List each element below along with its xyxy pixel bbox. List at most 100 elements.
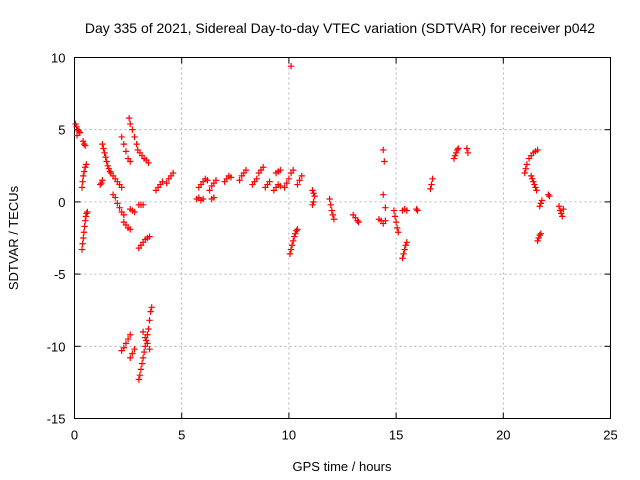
data-point-marker bbox=[400, 250, 407, 258]
data-point-marker bbox=[534, 237, 541, 245]
data-point-marker bbox=[127, 226, 134, 233]
data-point-marker bbox=[102, 153, 109, 161]
data-point-marker bbox=[287, 62, 295, 70]
data-point-marker bbox=[309, 201, 316, 208]
data-point-marker bbox=[390, 207, 398, 214]
data-point-marker bbox=[120, 211, 128, 219]
data-point-marker bbox=[210, 194, 218, 201]
data-point-marker bbox=[80, 172, 87, 180]
data-point-marker bbox=[311, 192, 318, 200]
data-point-marker bbox=[114, 200, 121, 207]
data-point-marker bbox=[545, 191, 552, 198]
data-point-marker bbox=[402, 242, 409, 249]
data-point-marker bbox=[382, 217, 389, 224]
data-point-marker bbox=[112, 194, 119, 201]
data-point-marker bbox=[287, 246, 295, 253]
data-point-marker bbox=[78, 184, 86, 191]
data-point-marker bbox=[131, 208, 138, 216]
x-tick-label: 0 bbox=[71, 428, 78, 443]
data-point-marker bbox=[99, 140, 106, 148]
data-point-marker bbox=[401, 246, 408, 253]
data-point-marker bbox=[73, 123, 80, 131]
data-point-marker bbox=[382, 204, 389, 211]
data-point-marker bbox=[122, 340, 130, 347]
data-point-marker bbox=[560, 205, 567, 213]
data-point-marker bbox=[537, 230, 545, 237]
data-point-marker bbox=[81, 223, 88, 230]
data-point-marker bbox=[294, 226, 301, 233]
data-point-marker bbox=[330, 216, 338, 223]
data-point-marker bbox=[354, 217, 361, 224]
data-point-marker bbox=[536, 231, 543, 239]
data-point-marker bbox=[104, 162, 111, 169]
data-point-marker bbox=[98, 179, 105, 187]
data-point-marker bbox=[82, 213, 90, 220]
data-point-marker bbox=[532, 184, 539, 191]
data-point-marker bbox=[97, 181, 104, 188]
data-point-marker bbox=[144, 340, 151, 347]
data-point-marker bbox=[429, 175, 436, 182]
data-point-marker bbox=[522, 165, 530, 172]
data-point-marker bbox=[327, 201, 334, 208]
data-point-marker bbox=[464, 149, 472, 157]
data-point-marker bbox=[289, 166, 297, 174]
plot-frame bbox=[74, 57, 611, 419]
data-point-marker bbox=[80, 234, 87, 242]
data-point-marker bbox=[79, 138, 87, 145]
data-point-marker bbox=[380, 146, 387, 154]
data-point-marker bbox=[291, 233, 298, 240]
data-point-marker bbox=[146, 345, 153, 353]
data-point-marker bbox=[557, 210, 565, 217]
data-point-marker bbox=[285, 175, 293, 182]
data-point-marker bbox=[122, 148, 130, 155]
y-tick-label: 5 bbox=[58, 123, 65, 138]
data-point-marker bbox=[118, 133, 125, 141]
data-point-marker bbox=[75, 127, 82, 135]
chart-title: Day 335 of 2021, Sidereal Day-to-day VTE… bbox=[85, 20, 595, 36]
data-point-marker bbox=[380, 191, 387, 198]
data-point-marker bbox=[266, 178, 273, 185]
data-point-marker bbox=[533, 187, 540, 194]
data-point-marker bbox=[138, 360, 146, 367]
data-point-marker bbox=[127, 120, 134, 128]
y-tick-label: -15 bbox=[47, 412, 66, 427]
data-point-marker bbox=[146, 233, 153, 240]
data-point-marker bbox=[236, 177, 243, 184]
data-point-marker bbox=[129, 126, 136, 133]
data-point-marker bbox=[206, 187, 213, 194]
data-point-marker bbox=[78, 246, 86, 253]
data-point-marker bbox=[103, 158, 110, 165]
grid-lines bbox=[74, 57, 611, 419]
data-point-marker bbox=[145, 325, 152, 333]
data-point-marker bbox=[159, 178, 166, 185]
data-point-marker bbox=[80, 168, 88, 175]
data-point-marker bbox=[328, 207, 335, 214]
data-point-marker bbox=[298, 172, 305, 180]
data-point-marker bbox=[147, 308, 154, 315]
x-tick-label: 20 bbox=[496, 428, 510, 443]
data-point-marker bbox=[106, 168, 114, 175]
data-point-marker bbox=[135, 376, 143, 383]
data-point-marker bbox=[259, 164, 267, 171]
data-point-marker bbox=[537, 200, 545, 207]
data-point-marker bbox=[281, 184, 288, 191]
data-point-marker bbox=[391, 213, 399, 220]
data-point-marker bbox=[139, 328, 147, 336]
data-point-marker bbox=[136, 371, 144, 379]
data-point-marker bbox=[309, 187, 316, 194]
data-point-marker bbox=[242, 166, 250, 174]
data-point-marker bbox=[124, 335, 132, 343]
data-point-marker bbox=[163, 179, 170, 187]
data-point-marker bbox=[169, 169, 177, 177]
data-point-marker bbox=[523, 161, 531, 168]
data-point-marker bbox=[140, 348, 148, 356]
data-point-marker bbox=[79, 178, 86, 185]
data-point-marker bbox=[118, 184, 125, 191]
data-point-marker bbox=[452, 149, 460, 157]
data-point-marker bbox=[127, 354, 134, 362]
y-tick-label: 10 bbox=[51, 51, 65, 66]
data-point-marker bbox=[227, 174, 235, 181]
y-tick-label: 0 bbox=[58, 195, 65, 210]
